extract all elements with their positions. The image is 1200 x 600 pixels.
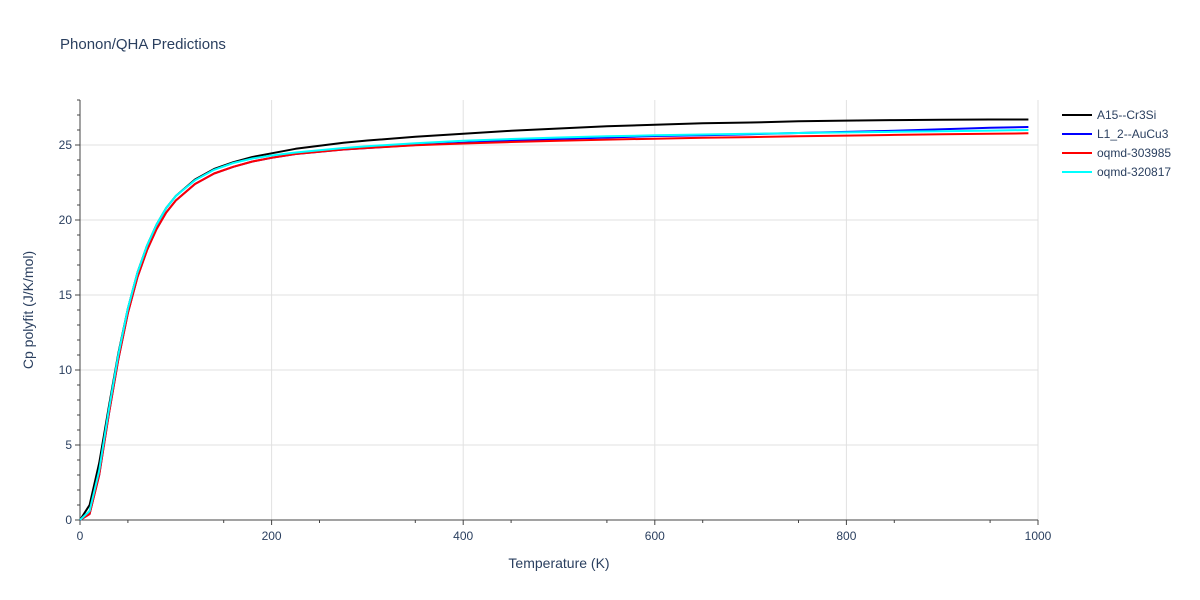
legend-item-l1-2-aucu3[interactable]: L1_2--AuCu3 (1062, 127, 1169, 141)
x-tick-label: 600 (645, 529, 665, 543)
y-axis-title: Cp polyfit (J/K/mol) (20, 251, 36, 369)
axes-layer: 0 200 400 600 800 1000 0 5 10 15 20 25 (59, 99, 1052, 543)
legend-item-oqmd-320817[interactable]: oqmd-320817 (1062, 165, 1171, 179)
legend-label: oqmd-303985 (1097, 146, 1171, 160)
chart-title: Phonon/QHA Predictions (60, 36, 226, 53)
series-layer (79, 118, 1029, 521)
x-tick-label: 200 (262, 529, 282, 543)
y-tick-label: 20 (59, 213, 73, 227)
x-tick-label: 800 (836, 529, 856, 543)
legend-item-oqmd-303985[interactable]: oqmd-303985 (1062, 146, 1171, 160)
series-line-oqmd-320817 (79, 129, 1029, 521)
legend-label: L1_2--AuCu3 (1097, 127, 1169, 141)
y-tick-label: 15 (59, 288, 73, 302)
y-tick-label: 10 (59, 363, 73, 377)
grid-layer (80, 100, 1039, 520)
x-tick-label: 1000 (1025, 529, 1052, 543)
series-line-a15-cr3si (79, 118, 1029, 521)
series-line-l1-2-aucu3 (79, 126, 1029, 521)
legend-label: A15--Cr3Si (1097, 108, 1156, 122)
x-tick-label: 0 (77, 529, 84, 543)
y-tick-label: 25 (59, 138, 73, 152)
legend-item-a15-cr3si[interactable]: A15--Cr3Si (1062, 108, 1156, 122)
series-line-oqmd-303985 (79, 132, 1029, 521)
legend-label: oqmd-320817 (1097, 165, 1171, 179)
legend[interactable]: A15--Cr3Si L1_2--AuCu3 oqmd-303985 oqmd-320… (1062, 108, 1171, 179)
x-axis-title: Temperature (K) (508, 555, 609, 571)
y-tick-label: 0 (65, 513, 72, 527)
y-tick-label: 5 (65, 438, 72, 452)
x-tick-label: 400 (453, 529, 473, 543)
